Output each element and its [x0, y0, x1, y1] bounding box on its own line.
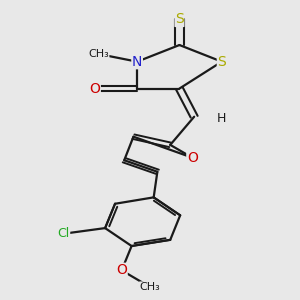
Text: H: H [217, 112, 226, 125]
Text: Cl: Cl [57, 227, 70, 240]
Text: O: O [89, 82, 100, 96]
Text: N: N [132, 55, 142, 69]
Text: O: O [187, 151, 198, 165]
Text: S: S [175, 12, 184, 26]
Text: CH₃: CH₃ [140, 282, 160, 292]
Text: S: S [218, 55, 226, 69]
Text: CH₃: CH₃ [88, 49, 109, 59]
Text: O: O [116, 263, 127, 277]
